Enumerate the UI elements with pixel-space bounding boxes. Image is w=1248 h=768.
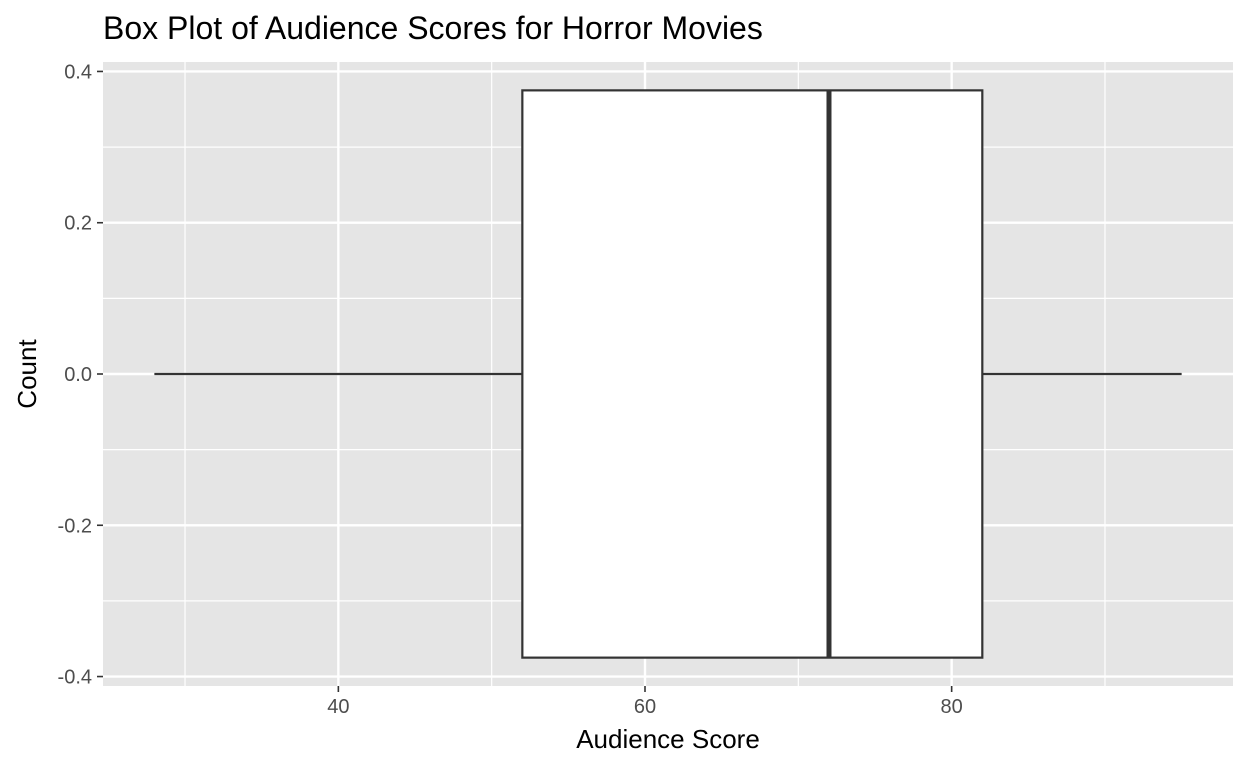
interquartile-box (521, 89, 984, 659)
y-tick-label: -0.4 (58, 667, 92, 689)
y-tick-label: -0.2 (58, 515, 92, 537)
y-tick-label: 0.2 (64, 213, 92, 235)
x-tick-label: 80 (941, 696, 963, 718)
y-tick-label: 0.4 (64, 61, 92, 83)
box-plot-marks (154, 89, 1182, 659)
y-tick-label: 0.0 (64, 364, 92, 386)
x-tick-label: 60 (634, 696, 656, 718)
x-tick-label: 40 (327, 696, 349, 718)
y-axis-title: Count (12, 339, 42, 409)
x-axis: 40 60 80 (327, 686, 963, 718)
x-axis-title: Audience Score (576, 724, 760, 754)
chart-title: Box Plot of Audience Scores for Horror M… (103, 10, 763, 46)
y-axis: -0.4 -0.2 0.0 0.2 0.4 (58, 61, 103, 689)
